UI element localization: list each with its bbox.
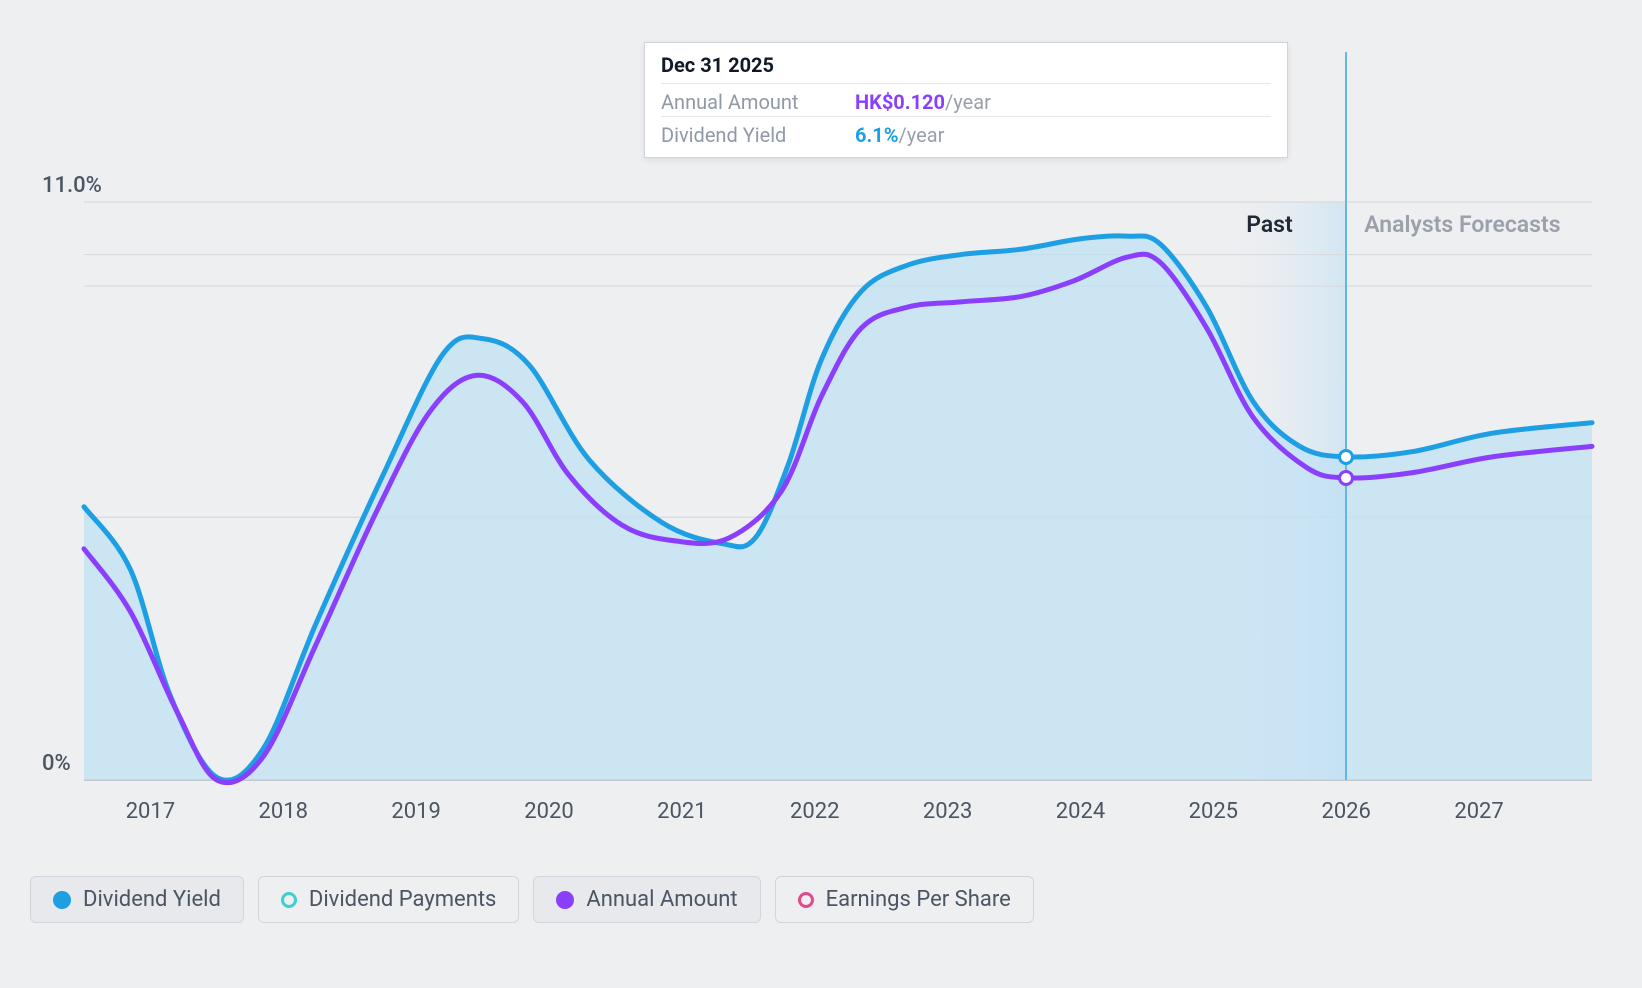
legend-swatch <box>53 891 71 909</box>
svg-text:2019: 2019 <box>391 799 440 824</box>
legend-item-dividend-payments[interactable]: Dividend Payments <box>258 876 520 923</box>
svg-text:0%: 0% <box>42 751 71 776</box>
legend-swatch <box>281 892 297 908</box>
svg-text:2027: 2027 <box>1454 799 1503 824</box>
tooltip-title: Dec 31 2025 <box>661 53 1271 77</box>
cursor-marker <box>1338 470 1354 486</box>
svg-text:Past: Past <box>1246 211 1293 238</box>
svg-text:2022: 2022 <box>790 799 839 824</box>
legend-swatch <box>556 891 574 909</box>
svg-text:2017: 2017 <box>126 799 175 824</box>
legend-label: Annual Amount <box>586 887 737 912</box>
tooltip-row-label: Annual Amount <box>661 90 831 114</box>
svg-text:2024: 2024 <box>1056 799 1105 824</box>
svg-text:2021: 2021 <box>657 799 706 824</box>
legend-item-annual-amount[interactable]: Annual Amount <box>533 876 760 923</box>
svg-text:11.0%: 11.0% <box>42 173 102 198</box>
svg-text:2025: 2025 <box>1189 799 1238 824</box>
legend-label: Earnings Per Share <box>826 887 1011 912</box>
tooltip-row-label: Dividend Yield <box>661 123 831 147</box>
legend-label: Dividend Yield <box>83 887 221 912</box>
chart-tooltip: Dec 31 2025 Annual Amount HK$0.120/year … <box>644 42 1288 158</box>
cursor-marker <box>1338 449 1354 465</box>
legend-item-dividend-yield[interactable]: Dividend Yield <box>30 876 244 923</box>
tooltip-row-value: HK$0.120/year <box>855 90 991 114</box>
svg-text:2026: 2026 <box>1321 799 1370 824</box>
svg-text:2020: 2020 <box>524 799 573 824</box>
cursor-line <box>1345 52 1347 780</box>
tooltip-row-value: 6.1%/year <box>855 123 944 147</box>
legend-label: Dividend Payments <box>309 887 497 912</box>
legend-item-earnings-per-share[interactable]: Earnings Per Share <box>775 876 1034 923</box>
chart-legend: Dividend Yield Dividend Payments Annual Am… <box>30 876 1034 923</box>
svg-text:2023: 2023 <box>923 799 972 824</box>
svg-text:Analysts Forecasts: Analysts Forecasts <box>1364 211 1560 238</box>
legend-swatch <box>798 892 814 908</box>
svg-text:2018: 2018 <box>259 799 308 824</box>
